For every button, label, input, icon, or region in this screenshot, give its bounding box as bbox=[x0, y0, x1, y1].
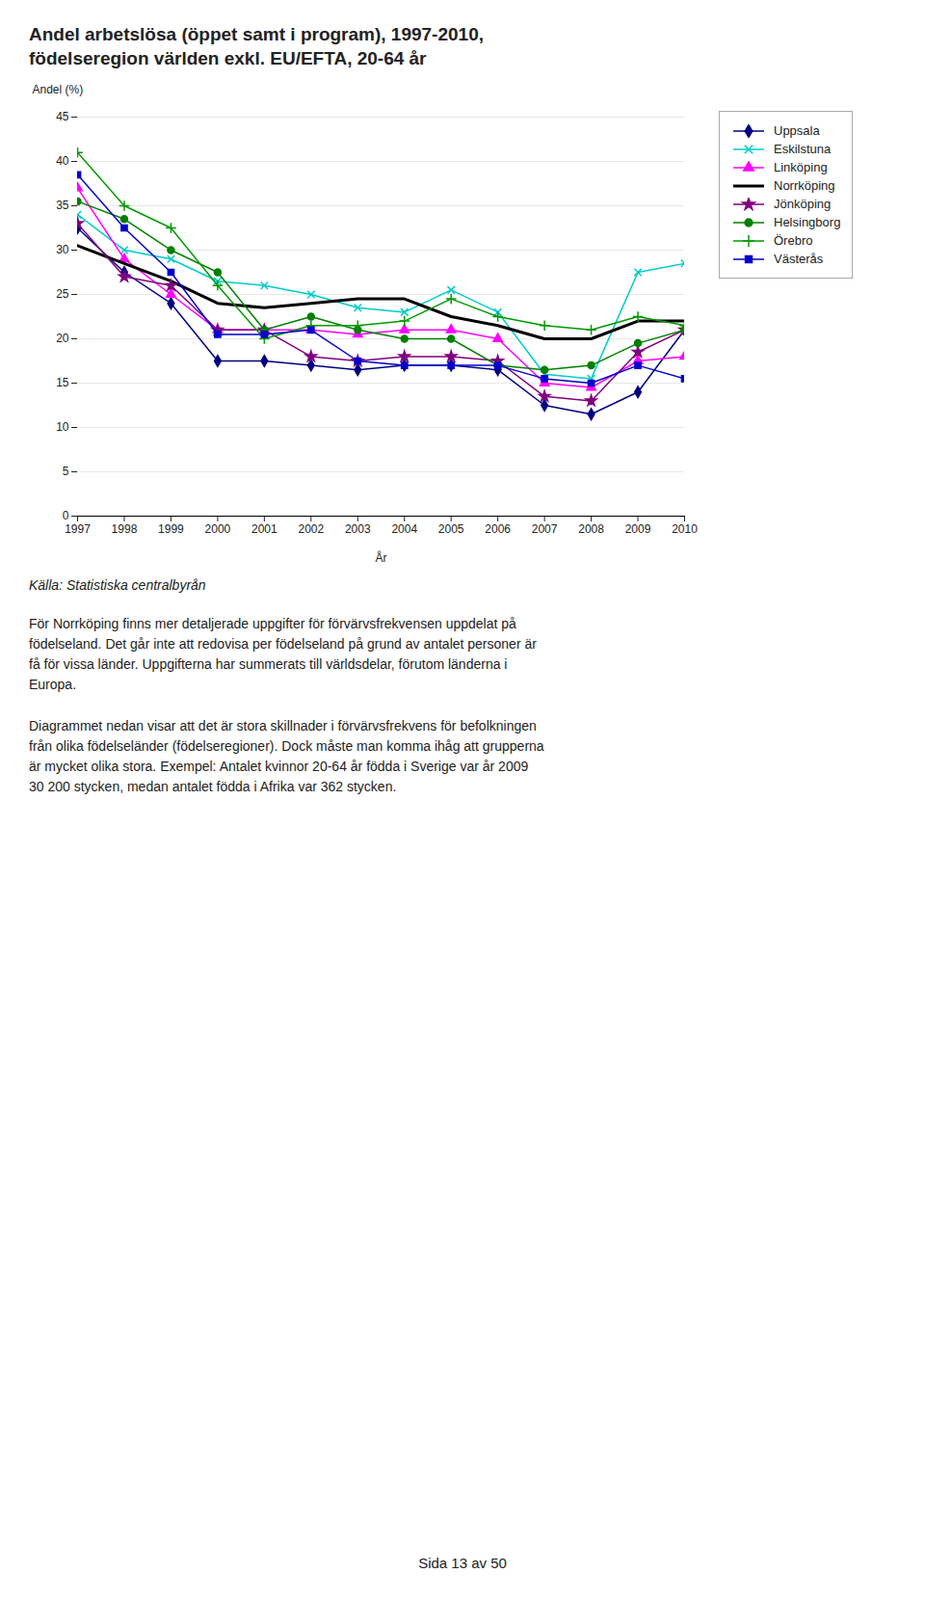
html-text:Jönköping: Jönköping bbox=[773, 196, 831, 212]
svg-text:0: 0 bbox=[62, 509, 70, 524]
html-text:Diagrammet nedan visar att det: Diagrammet nedan visar att det är stora … bbox=[28, 718, 545, 795]
html-text:Uppsala: Uppsala bbox=[773, 123, 820, 139]
svg-text:2006: 2006 bbox=[484, 522, 511, 536]
html-text:Eskilstuna: Eskilstuna bbox=[773, 142, 831, 157]
svg-text:10: 10 bbox=[55, 421, 70, 435]
svg-text:2002: 2002 bbox=[297, 522, 324, 536]
svg-text:2009: 2009 bbox=[625, 522, 652, 536]
svg-text:2008: 2008 bbox=[578, 522, 605, 536]
svg-text:1997: 1997 bbox=[64, 522, 91, 536]
svg-text:2001: 2001 bbox=[251, 522, 278, 536]
svg-text:1999: 1999 bbox=[158, 522, 185, 536]
svg-text:5: 5 bbox=[62, 465, 70, 479]
html-text:Helsingborg: Helsingborg bbox=[773, 215, 841, 230]
svg-text:30: 30 bbox=[55, 243, 70, 258]
html-text:Örebro: Örebro bbox=[773, 233, 813, 249]
svg-text:År: År bbox=[375, 550, 388, 565]
svg-text:1998: 1998 bbox=[111, 522, 138, 536]
svg-text:Andel (%): Andel (%) bbox=[32, 82, 84, 97]
html-text:Västerås: Västerås bbox=[773, 251, 824, 267]
html-text:Sida 13 av 50: Sida 13 av 50 bbox=[418, 1554, 507, 1571]
svg-text:2004: 2004 bbox=[391, 522, 418, 536]
svg-text:2007: 2007 bbox=[531, 522, 558, 536]
svg-text:2010: 2010 bbox=[671, 522, 698, 536]
svg-text:2000: 2000 bbox=[205, 522, 232, 536]
html-text:För Norrköping finns mer detal: För Norrköping finns mer detaljerade upp… bbox=[28, 616, 537, 693]
svg-text:2003: 2003 bbox=[344, 522, 371, 536]
html-text:Linköping: Linköping bbox=[773, 160, 828, 175]
html-text:Källa: Statistiska centralbyrå: Källa: Statistiska centralbyrån bbox=[28, 577, 206, 593]
svg-text:35: 35 bbox=[55, 199, 70, 213]
html-text:födelseregion världen exkl. EU: födelseregion världen exkl. EU/EFTA, 20-… bbox=[28, 47, 427, 69]
svg-text:15: 15 bbox=[55, 376, 70, 391]
svg-text:40: 40 bbox=[55, 155, 70, 169]
html-text:Andel arbetslösa (öppet samt i: Andel arbetslösa (öppet samt i program),… bbox=[28, 24, 484, 45]
svg-text:25: 25 bbox=[55, 288, 70, 302]
svg-text:2005: 2005 bbox=[438, 522, 465, 536]
svg-text:45: 45 bbox=[55, 110, 70, 125]
html-text:Norrköping: Norrköping bbox=[773, 178, 836, 194]
svg-text:20: 20 bbox=[55, 332, 70, 346]
